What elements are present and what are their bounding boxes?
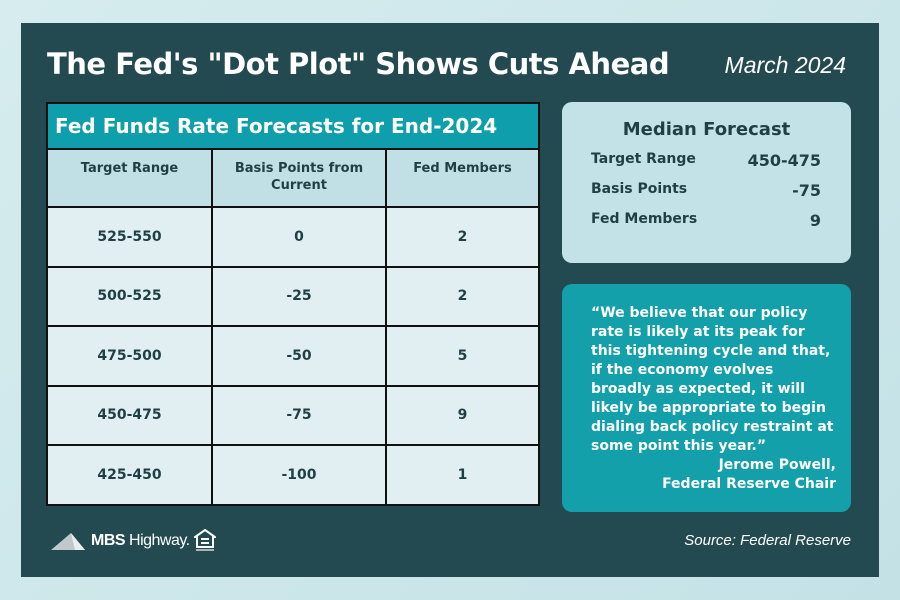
column-header: Target Range — [46, 148, 213, 208]
table-cell: -100 — [211, 444, 387, 506]
median-row: Basis Points -75 — [562, 181, 851, 200]
table-row: 475-500 -50 5 — [46, 325, 540, 387]
median-label: Fed Members — [591, 211, 698, 227]
median-value: -75 — [792, 181, 821, 200]
source-note: Source: Federal Reserve — [684, 532, 851, 549]
median-row: Target Range 450-475 — [562, 151, 851, 170]
mountain-icon — [51, 533, 85, 550]
equal-housing-icon — [194, 529, 216, 551]
table-title: Fed Funds Rate Forecasts for End-2024 — [46, 102, 540, 150]
date-label: March 2024 — [724, 52, 846, 78]
table-cell: -75 — [211, 384, 387, 446]
table-cell: 0 — [211, 206, 387, 268]
table-cell: 450-475 — [46, 384, 213, 446]
table-cell: 2 — [385, 265, 540, 327]
infographic-card: The Fed's "Dot Plot" Shows Cuts Ahead Ma… — [21, 23, 879, 577]
median-title: Median Forecast — [622, 119, 791, 140]
table-cell: -25 — [211, 265, 387, 327]
table-row: 500-525 -25 2 — [46, 265, 540, 327]
quote-author: Jerome Powell, — [718, 457, 836, 473]
median-label: Target Range — [591, 151, 696, 167]
table-cell: 5 — [385, 325, 540, 387]
table-cell: 2 — [385, 206, 540, 268]
quote-role: Federal Reserve Chair — [662, 476, 836, 492]
table-row: 425-450 -100 1 — [46, 444, 540, 506]
mbs-highway-logo: MBS Highway. — [51, 531, 190, 551]
page-title: The Fed's "Dot Plot" Shows Cuts Ahead — [47, 47, 670, 81]
median-value: 9 — [809, 211, 821, 230]
column-header: Basis Points from Current — [211, 148, 387, 208]
table-cell: 1 — [385, 444, 540, 506]
column-header: Fed Members — [385, 148, 540, 208]
table-cell: 425-450 — [46, 444, 213, 506]
table-row: 525-550 0 2 — [46, 206, 540, 268]
median-label: Basis Points — [591, 181, 688, 197]
table-cell: 475-500 — [46, 325, 213, 387]
quote-text: “We believe that our policy rate is like… — [591, 305, 834, 454]
forecast-table: Fed Funds Rate Forecasts for End-2024 Ta… — [46, 102, 540, 506]
median-value: 450-475 — [747, 151, 821, 170]
table-row: 450-475 -75 9 — [46, 384, 540, 446]
quote-panel: “We believe that our policy rate is like… — [562, 284, 851, 512]
median-forecast-panel: Median Forecast Target Range 450-475 Basi… — [562, 102, 851, 263]
table-cell: 525-550 — [46, 206, 213, 268]
table-cell: 9 — [385, 384, 540, 446]
table-cell: 500-525 — [46, 265, 213, 327]
table-cell: -50 — [211, 325, 387, 387]
median-row: Fed Members 9 — [562, 211, 851, 230]
